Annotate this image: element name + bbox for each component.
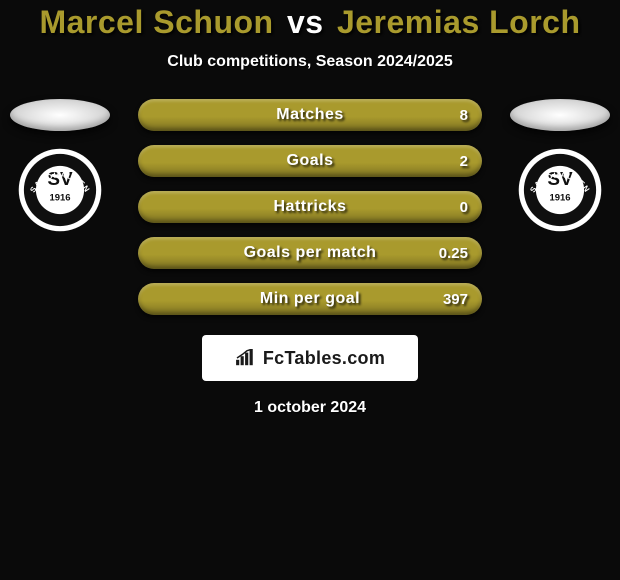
svg-text:1916: 1916	[49, 192, 70, 203]
stat-bar: Min per goal 397	[138, 283, 482, 315]
club-left-badge-svg: SV 1916 SANDHAUSEN	[14, 147, 106, 233]
left-side: SV 1916 SANDHAUSEN	[10, 99, 110, 233]
player-left-avatar-placeholder	[10, 99, 110, 131]
stat-label: Hattricks	[274, 198, 347, 216]
stat-label: Goals per match	[244, 244, 377, 262]
stat-bar: Goals per match 0.25	[138, 237, 482, 269]
stats-column: Matches 8 Goals 2 Hattricks 0 Goals per match 0…	[138, 99, 482, 315]
comparison-title: Marcel Schuon vs Jeremias Lorch	[39, 4, 580, 41]
right-side: SV 1916 SANDHAUSEN	[510, 99, 610, 233]
stat-value-right: 0	[460, 199, 468, 216]
club-right-badge-svg: SV 1916 SANDHAUSEN	[514, 147, 606, 233]
player-right-avatar-placeholder	[510, 99, 610, 131]
vs-text: vs	[287, 4, 324, 40]
date-text: 1 october 2024	[254, 399, 366, 417]
chart-icon	[235, 349, 257, 367]
branding-box: FcTables.com	[202, 335, 418, 381]
stat-value-right: 8	[460, 107, 468, 124]
stat-value-right: 397	[443, 291, 468, 308]
stat-bar: Goals 2	[138, 145, 482, 177]
stat-label: Matches	[276, 106, 344, 124]
subtitle: Club competitions, Season 2024/2025	[167, 53, 452, 71]
stat-value-right: 2	[460, 153, 468, 170]
body-row: SV 1916 SANDHAUSEN Matches 8 Goals 2 Hattric…	[0, 99, 620, 315]
svg-text:1916: 1916	[549, 192, 570, 203]
club-right-badge: SV 1916 SANDHAUSEN	[510, 147, 610, 233]
stat-bar: Matches 8	[138, 99, 482, 131]
stat-label: Goals	[287, 152, 334, 170]
infographic-root: Marcel Schuon vs Jeremias Lorch Club com…	[0, 0, 620, 417]
branding-text: FcTables.com	[263, 348, 385, 369]
player-left-name: Marcel Schuon	[39, 4, 273, 40]
club-left-badge: SV 1916 SANDHAUSEN	[10, 147, 110, 233]
stat-value-right: 0.25	[439, 245, 468, 262]
stat-label: Min per goal	[260, 290, 360, 308]
player-right-name: Jeremias Lorch	[337, 4, 581, 40]
stat-bar: Hattricks 0	[138, 191, 482, 223]
